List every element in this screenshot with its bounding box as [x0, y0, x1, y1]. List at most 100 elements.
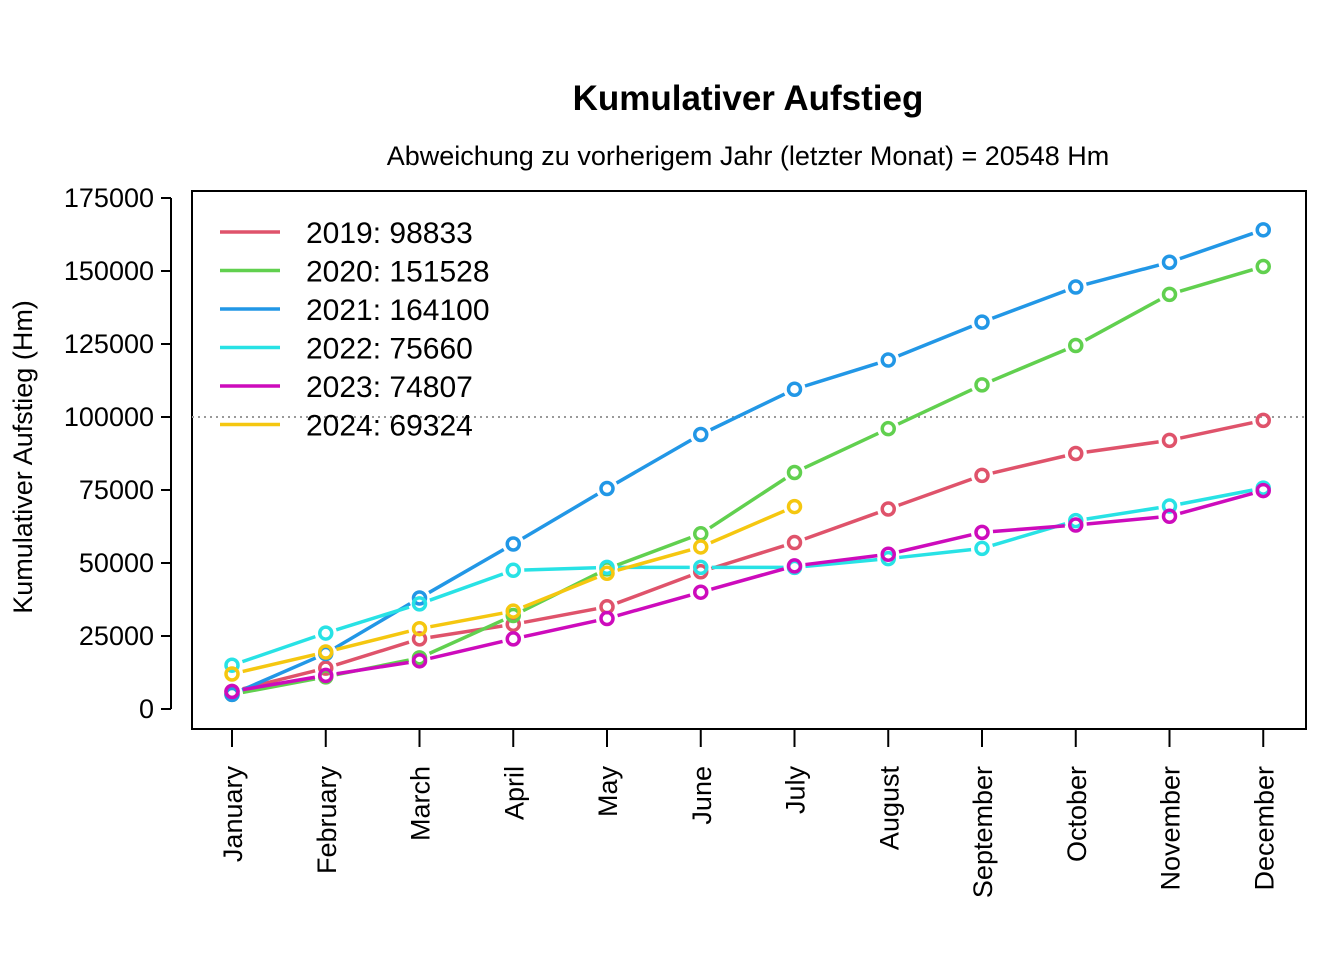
series-line-segment: [803, 431, 880, 470]
series-line-segment: [521, 492, 599, 540]
y-tick-label: 175000: [64, 183, 154, 213]
y-tick-label: 0: [139, 694, 154, 724]
data-point: [880, 420, 896, 437]
legend-label-2020: 2020: 151528: [306, 256, 490, 289]
series-line-segment: [336, 629, 410, 652]
legend-label-2022: 2022: 75660: [306, 333, 473, 366]
series-line-segment: [429, 639, 503, 661]
x-tick-label: February: [312, 766, 342, 875]
data-point: [1255, 482, 1271, 499]
series-line-segment: [708, 477, 787, 530]
data-point: [1161, 254, 1178, 270]
data-point: [1255, 258, 1271, 275]
series-line-segment: [241, 656, 317, 692]
series-line-segment: [709, 392, 786, 432]
data-point: [599, 565, 615, 581]
series-line-segment: [523, 619, 597, 639]
legend-label-2023: 2023: 74807: [306, 371, 473, 404]
legend-label-2021: 2021: 164100: [306, 294, 490, 327]
data-point: [693, 584, 709, 600]
series-line-segment: [710, 509, 786, 545]
data-point: [505, 536, 521, 552]
data-point: [318, 625, 334, 641]
data-point: [505, 631, 521, 647]
data-point: [599, 559, 615, 576]
data-point: [786, 381, 803, 398]
series-line-segment: [430, 624, 503, 639]
series-line-segment: [1084, 298, 1161, 342]
series-line-segment: [710, 567, 785, 591]
chart-subtitle: Abweichung zu vorherigem Jahr (letzter M…: [387, 141, 1110, 171]
series-line-segment: [805, 557, 878, 569]
y-tick-label: 75000: [79, 475, 154, 505]
data-point: [974, 314, 990, 330]
series-line-segment: [805, 553, 878, 567]
series-line-segment: [524, 565, 597, 572]
series-line-segment: [992, 524, 1065, 534]
data-point: [411, 590, 428, 606]
series-line-segment: [242, 675, 316, 692]
x-tick-label: May: [593, 766, 623, 818]
y-tick-label: 150000: [64, 256, 154, 286]
data-point: [411, 631, 428, 647]
series-line-segment: [522, 575, 598, 609]
data-point: [693, 559, 709, 576]
data-point: [1161, 286, 1178, 303]
data-point: [974, 540, 990, 557]
data-point: [786, 534, 803, 551]
data-point: [786, 498, 803, 515]
series-line-segment: [335, 605, 410, 632]
data-point: [693, 539, 709, 555]
data-point: [1255, 412, 1271, 429]
x-tick-label: October: [1062, 766, 1092, 862]
series-line-segment: [1086, 440, 1159, 454]
data-point: [1068, 279, 1084, 295]
x-axis: January February March April May June July Augu…: [218, 728, 1279, 898]
series-line-segment: [336, 660, 409, 676]
series-line-segment: [1179, 488, 1253, 506]
data-point: [318, 644, 334, 660]
data-point: [880, 546, 896, 562]
x-tick-label: July: [781, 766, 811, 815]
data-point: [411, 596, 428, 612]
series-line-segment: [615, 438, 693, 485]
series-line-segment: [897, 387, 973, 426]
data-point: [974, 524, 990, 541]
data-point: [1068, 517, 1084, 533]
series-line-segment: [429, 572, 504, 602]
series-line-segment: [616, 536, 692, 567]
data-point: [224, 666, 240, 682]
y-tick-label: 25000: [79, 621, 154, 651]
x-tick-label: April: [499, 766, 529, 820]
series-line-segment: [710, 544, 785, 571]
series-2022: [224, 480, 1271, 673]
data-point: [1161, 498, 1178, 514]
series-line-segment: [1179, 491, 1254, 516]
series-line-segment: [804, 361, 879, 388]
series-line-segment: [617, 593, 691, 618]
data-point: [318, 660, 334, 676]
series-line-segment: [242, 677, 316, 695]
data-point: [599, 610, 615, 627]
series-line-segment: [1179, 267, 1254, 293]
series-line-segment: [991, 348, 1067, 383]
series-line-segment: [1086, 506, 1159, 521]
series-line-segment: [1179, 420, 1253, 440]
series-line-segment: [991, 289, 1067, 320]
series-line-segment: [897, 324, 973, 358]
series-line-segment: [617, 548, 691, 572]
series-layer: [224, 222, 1271, 703]
series-line-segment: [428, 547, 505, 595]
data-point: [880, 352, 896, 368]
chart-title: Kumulativer Aufstieg: [573, 79, 924, 118]
data-point: [1161, 432, 1178, 449]
series-line-segment: [1085, 263, 1160, 286]
x-tick-label: December: [1249, 766, 1279, 891]
series-line-segment: [335, 640, 410, 667]
series-line-segment: [616, 573, 692, 605]
data-point: [411, 653, 428, 669]
series-line-segment: [1086, 515, 1159, 526]
data-point: [786, 464, 803, 481]
legend-label-2019: 2019: 98833: [306, 217, 473, 250]
